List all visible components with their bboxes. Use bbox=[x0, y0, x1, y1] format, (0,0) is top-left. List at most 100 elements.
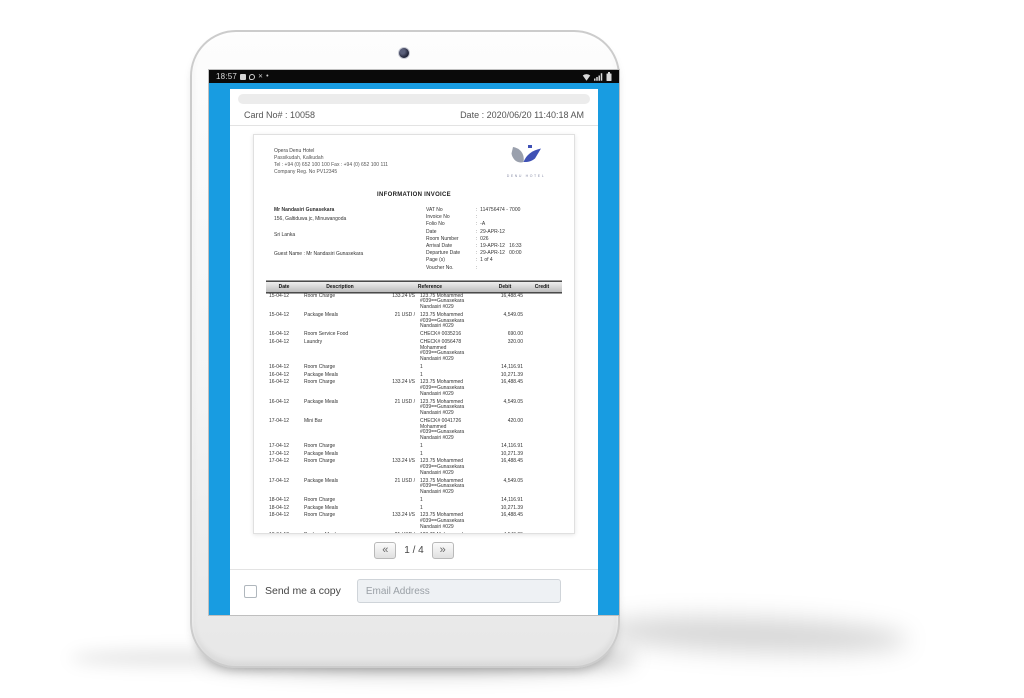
cell-date: 17-04-12 bbox=[269, 458, 290, 465]
cell-ref-amount bbox=[378, 444, 418, 450]
cell-description: Package Meals bbox=[304, 450, 339, 457]
cell-description: Room Charge bbox=[304, 442, 336, 449]
shield-icon bbox=[249, 73, 256, 80]
status-bar: 18:57 ✕ • bbox=[209, 70, 619, 83]
cell-debit: 16,488.45 bbox=[500, 379, 523, 386]
send-copy-checkbox[interactable] bbox=[244, 584, 257, 598]
invoice-details: VAT No 114756474 - 7000 Invoice No bbox=[426, 207, 556, 272]
table-row: 17-04-12 Package Meals 21 USD / 123.75 M… bbox=[266, 478, 562, 497]
detail-row: Arrival Date 19-APR-12 16:33 bbox=[426, 243, 556, 250]
cell-credit bbox=[528, 332, 556, 338]
table-row: 16-04-12 Room Charge 1 14,116.91 bbox=[266, 364, 562, 372]
signal-icon bbox=[594, 72, 603, 81]
prev-page-button[interactable]: « bbox=[374, 542, 397, 559]
document-area: Opera Denu Hotel Passikudah, Kalkudah Te… bbox=[230, 126, 598, 534]
cell-credit bbox=[528, 513, 556, 530]
cell-date: 16-04-12 bbox=[269, 338, 290, 345]
cell-ref-text: 123.75 Mohammed #039==Gunasekara Nandasi… bbox=[420, 458, 465, 476]
cell-ref-text: 1 bbox=[420, 450, 423, 457]
bird-icon bbox=[511, 145, 541, 163]
cell-credit bbox=[528, 400, 556, 417]
email-footer: Send me a copy bbox=[230, 569, 598, 615]
cell-description: Mini Bar bbox=[304, 417, 323, 424]
detail-row: Departure Date 29-APR-12 00:00 bbox=[426, 250, 556, 257]
cell-credit bbox=[528, 498, 556, 504]
detail-row: VAT No 114756474 - 7000 bbox=[426, 207, 556, 214]
header-description: Description bbox=[326, 283, 354, 290]
cell-ref-text: 1 bbox=[420, 363, 423, 370]
cell-credit bbox=[528, 373, 556, 379]
detail-row: Date 29-APR-12 bbox=[426, 229, 556, 236]
invoice-header-bar: Card No# : 10058 Date : 2020/06/20 11:40… bbox=[230, 104, 598, 126]
letterhead: Opera Denu Hotel Passikudah, Kalkudah Te… bbox=[262, 141, 566, 178]
wifi-icon bbox=[582, 73, 591, 81]
cell-ref-text: 123.75 Mohammed #039==Gunasekara Nandasi… bbox=[420, 379, 465, 397]
cell-date: 16-04-12 bbox=[269, 379, 290, 386]
table-row: 15-04-12 Room Charge 133.24 I/S 123.75 M… bbox=[266, 293, 562, 312]
table-row: 16-04-12 Package Meals 1 10,271.39 bbox=[266, 372, 562, 380]
page-indicator: 1 / 4 bbox=[404, 545, 424, 556]
detail-value: 026 bbox=[476, 236, 556, 243]
cell-date: 18-04-12 bbox=[269, 504, 290, 511]
cell-ref-amount: 133.24 I/S bbox=[392, 292, 415, 299]
cell-ref-text: CHECK# 0041726 Mohammed #039==Gunasekara… bbox=[420, 417, 465, 442]
cell-description: Room Service Food bbox=[304, 331, 349, 338]
cell-date: 17-04-12 bbox=[269, 450, 290, 457]
cell-description: Package Meals bbox=[304, 504, 339, 511]
cell-ref-amount bbox=[378, 365, 418, 371]
detail-label: Date bbox=[426, 228, 437, 235]
tablet-screen: 18:57 ✕ • Card No# : 10058 Date : 2020/0… bbox=[209, 70, 619, 615]
cell-description: Package Meals bbox=[304, 371, 339, 378]
cell-credit bbox=[528, 459, 556, 476]
cell-ref-amount: 21 USD / bbox=[394, 311, 415, 318]
scroll-pill bbox=[238, 94, 590, 104]
cell-ref-amount: 133.24 I/S bbox=[392, 458, 415, 465]
cell-credit bbox=[528, 380, 556, 397]
cell-ref-text: 1 bbox=[420, 504, 423, 511]
cell-description: Room Charge bbox=[304, 512, 336, 519]
detail-label: Arrival Date bbox=[426, 242, 453, 249]
charges-table: Date Description Reference Debit Credit bbox=[266, 280, 562, 534]
cell-ref-amount: 21 USD / bbox=[378, 532, 418, 533]
cell-debit: 16,488.45 bbox=[500, 512, 523, 519]
cell-date: 16-04-12 bbox=[269, 363, 290, 370]
guest-name-line: Guest Name : Mr Nandasiri Gunasekara bbox=[274, 251, 364, 257]
cell-ref-amount: 133.24 I/S bbox=[392, 512, 415, 519]
header-debit: Debit bbox=[498, 283, 512, 290]
cell-credit bbox=[528, 365, 556, 371]
next-page-button[interactable]: » bbox=[431, 542, 454, 559]
table-row: 17-04-12 Package Meals 1 10,271.39 bbox=[266, 451, 562, 459]
cell-description: Package Meals bbox=[302, 532, 378, 533]
detail-value: 1 of 4 bbox=[476, 257, 556, 264]
cell-date: 16-04-12 bbox=[269, 331, 290, 338]
cell-description: Room Charge bbox=[304, 496, 336, 503]
cell-ref-amount: 133.24 I/S bbox=[392, 379, 415, 386]
detail-label: VAT No bbox=[426, 207, 443, 213]
email-input[interactable] bbox=[356, 579, 561, 603]
detail-row: Invoice No bbox=[426, 214, 556, 221]
cell-ref-text: 123.75 Mohammed #039==Gunasekara Nandasi… bbox=[420, 311, 465, 330]
detail-value bbox=[476, 214, 556, 221]
tablet-shadow-right bbox=[597, 612, 909, 658]
cell-description: Package Meals bbox=[304, 311, 339, 318]
cell-debit: 10,271.39 bbox=[500, 504, 523, 511]
table-row: 17-04-12 Room Charge 133.24 I/S 123.75 M… bbox=[266, 458, 562, 477]
cell-debit: 14,116.91 bbox=[501, 496, 523, 503]
cell-description: Room Charge bbox=[304, 379, 336, 386]
guest-info: Mr Nandasiri Gunasekara 156, Galtiduwa j… bbox=[274, 207, 400, 272]
dot-icon: • bbox=[266, 72, 269, 80]
cell-ref-amount bbox=[378, 506, 418, 512]
status-time: 18:57 bbox=[216, 72, 238, 81]
cell-ref-amount: 21 USD / bbox=[394, 398, 415, 405]
detail-label: Room Number bbox=[426, 235, 459, 242]
cast-icon: ✕ bbox=[258, 73, 264, 80]
cell-debit: 320.00 bbox=[507, 338, 523, 345]
cell-debit: 10,271.39 bbox=[500, 371, 523, 378]
cell-ref-amount bbox=[378, 419, 418, 442]
cell-credit bbox=[528, 313, 556, 330]
cell-date: 17-04-12 bbox=[269, 442, 290, 449]
cell-debit: 4,549.05 bbox=[482, 532, 528, 533]
cell-ref-text: CHECK# 0035216 bbox=[420, 331, 462, 338]
cell-credit bbox=[528, 533, 556, 534]
detail-value: 114756474 - 7000 bbox=[476, 207, 556, 214]
